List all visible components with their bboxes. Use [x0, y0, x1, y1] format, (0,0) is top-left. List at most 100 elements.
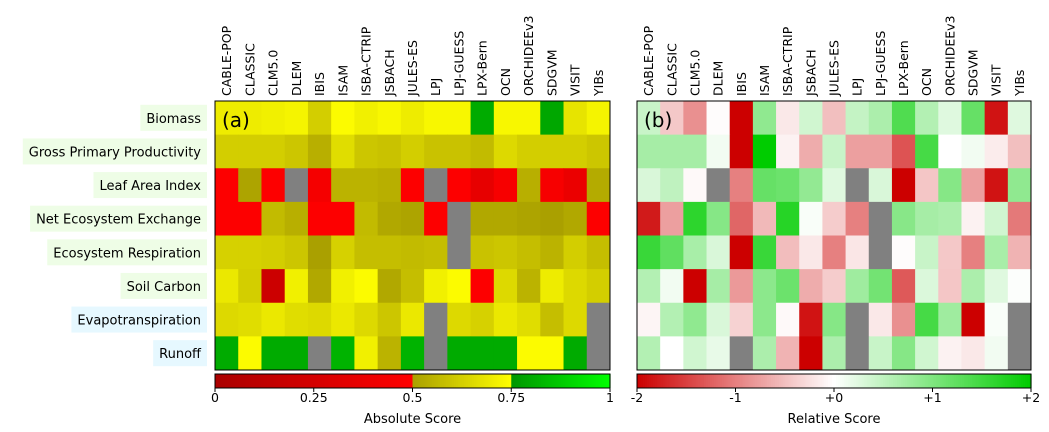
heatmap-cell [706, 134, 731, 169]
colorbar-segment [538, 374, 542, 388]
heatmap-cell [424, 235, 448, 270]
colorbar-segment [993, 374, 997, 388]
colorbar-segment [576, 374, 579, 388]
colorbar-segment [849, 374, 853, 388]
colorbar-segment [755, 374, 758, 388]
row-label-background [153, 340, 207, 367]
column-label: LPJ [850, 78, 865, 96]
colorbar-tick-label: -2 [631, 390, 643, 405]
colorbar-segment [656, 374, 660, 388]
colorbar-segment [729, 374, 733, 388]
colorbar-segment [373, 374, 376, 388]
colorbar-segment [331, 374, 335, 388]
heatmap-cell [540, 101, 565, 136]
colorbar-segment [321, 374, 325, 388]
colorbar-segment [461, 374, 465, 388]
colorbar-segment [924, 374, 928, 388]
colorbar-segment [684, 374, 687, 388]
heatmap-cell [307, 168, 332, 203]
colorbar-segment [902, 374, 906, 388]
colorbar-segment [1005, 374, 1008, 388]
colorbar-segment [531, 374, 534, 388]
colorbar-segment [857, 374, 861, 388]
colorbar-segment [761, 374, 764, 388]
colorbar-segment [887, 374, 890, 388]
colorbar-segment [672, 374, 676, 388]
heatmap-cell [307, 201, 332, 236]
colorbar-segment [218, 374, 222, 388]
column-label: ISAM [335, 65, 350, 96]
heatmap-cell [776, 235, 800, 270]
colorbar-segment [566, 374, 570, 388]
colorbar-segment [822, 374, 825, 388]
heatmap-cell [400, 336, 425, 371]
colorbar-segment [650, 374, 654, 388]
colorbar-segment [552, 374, 556, 388]
colorbar-segment [380, 374, 384, 388]
heatmap-cell [586, 101, 611, 136]
heatmap-cell [354, 201, 379, 236]
colorbar-segment [908, 374, 912, 388]
heatmap-cell [424, 168, 448, 203]
colorbar-segment [592, 374, 595, 388]
colorbar-segment [254, 374, 258, 388]
colorbar-segment [414, 374, 418, 388]
colorbar-segment [525, 374, 528, 388]
colorbar-segment [424, 374, 427, 388]
heatmap-cell [729, 235, 754, 270]
colorbar-segment [818, 374, 821, 388]
colorbar-segment [294, 374, 297, 388]
heatmap-cell [261, 336, 286, 371]
heatmap-cell [517, 336, 541, 371]
heatmap-cell [331, 134, 355, 169]
heatmap-cell [354, 134, 379, 169]
colorbar-segment [749, 374, 752, 388]
colorbar-segment [790, 374, 794, 388]
heatmap-cell [868, 235, 893, 270]
colorbar-segment [956, 374, 959, 388]
heatmap-cell [729, 302, 754, 337]
colorbar-segment [250, 374, 254, 388]
colorbar-segment [723, 374, 727, 388]
heatmap-cell [447, 134, 472, 169]
colorbar-segment [361, 374, 364, 388]
colorbar-segment [772, 374, 776, 388]
colorbar-segment [713, 374, 717, 388]
heatmap-cell [261, 302, 286, 337]
row-label: Runoff [159, 347, 202, 362]
row-label: Gross Primary Productivity [29, 145, 202, 160]
heatmap-cell [354, 336, 379, 371]
heatmap-cell [470, 336, 495, 371]
colorbar-segment [696, 374, 699, 388]
colorbar-segment [527, 374, 530, 388]
column-label: OCN [498, 68, 513, 96]
heatmap-cell [984, 302, 1009, 337]
colorbar-segment [1011, 374, 1014, 388]
colorbar-tick-label: 0.25 [300, 390, 328, 405]
colorbar-segment [751, 374, 754, 388]
heatmap-cell [776, 201, 800, 236]
colorbar-segment [311, 374, 315, 388]
colorbar-segment [246, 374, 250, 388]
colorbar-tick-label: 0.5 [403, 390, 423, 405]
colorbar-segment [879, 374, 882, 388]
heatmap-cell [215, 201, 239, 236]
heatmap-cell [799, 269, 823, 304]
heatmap-cell [307, 134, 332, 169]
colorbar-label: Relative Score [788, 412, 881, 427]
colorbar-segment [347, 374, 350, 388]
colorbar-segment [1019, 374, 1022, 388]
heatmap-cell [683, 101, 708, 136]
heatmap-cell [586, 235, 611, 270]
heatmap-cell [683, 201, 708, 236]
row-label-background [140, 104, 207, 131]
colorbar-segment [885, 374, 888, 388]
heatmap-cell [377, 336, 402, 371]
colorbar-segment [473, 374, 477, 388]
heatmap-cell [238, 336, 262, 371]
colorbar-segment [648, 374, 652, 388]
heatmap-cell [729, 168, 754, 203]
colorbar-segment [410, 374, 414, 388]
colorbar-segment [900, 374, 904, 388]
colorbar-segment [418, 374, 421, 388]
